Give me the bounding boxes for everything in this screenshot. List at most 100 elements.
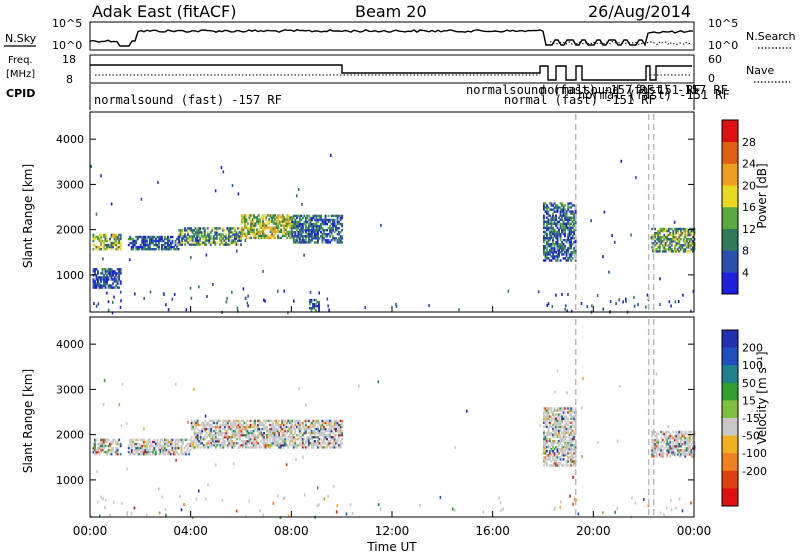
power-cell [573,214,576,217]
velocity-cell [562,450,565,453]
power-cell [200,241,203,244]
power-cell [127,237,130,241]
power-cell [555,210,557,213]
velocity-cell [312,429,315,433]
velocity-speck [499,501,502,505]
velocity-colorbar-tick-label: -200 [742,465,767,478]
velocity-cell [556,458,559,461]
velocity-cell [321,421,324,425]
velocity-cell [689,445,691,448]
power-cell [103,243,105,247]
power-cell [119,270,122,273]
power-cell [281,214,284,217]
power-cell [667,246,670,249]
velocity-cell [312,444,315,447]
velocity-cell [544,452,547,455]
power-cell [178,233,180,236]
power-speck [650,236,653,240]
power-cell [550,245,553,248]
power-cell [145,248,148,251]
power-cell [678,250,681,253]
power-cell [313,298,316,302]
velocity-cell [552,417,554,420]
velocity-cell [690,449,693,452]
velocity-cell [156,444,159,448]
power-cell [115,239,118,243]
velocity-cell [673,445,676,448]
power-cell [666,240,669,243]
velocity-cell [220,444,223,447]
power-cell [284,226,287,229]
velocity-cell [232,434,235,437]
power-cell [110,248,113,251]
power-cell [100,241,102,245]
power-cell [555,206,557,209]
power-cell [257,232,260,235]
velocity-cell [136,450,139,454]
power-cell [191,237,194,240]
power-cell [235,243,238,246]
velocity-cell [276,421,279,425]
power-cell [558,251,560,254]
velocity-cell [270,419,273,423]
power-speck [690,309,692,313]
velocity-cell [100,438,102,442]
power-cell [190,237,193,240]
velocity-cell [672,430,675,434]
power-cell [271,234,274,237]
velocity-cell [571,460,574,463]
velocity-cell [116,442,119,446]
power-cell [294,235,297,238]
power-cell [318,218,321,222]
power-cell [223,243,226,246]
velocity-cell [284,444,287,447]
velocity-cell [655,436,658,440]
power-cell [141,245,144,249]
power-cell [290,236,293,240]
power-speck [119,305,122,309]
velocity-cell [208,431,211,435]
freq-tick-top: 18 [62,53,76,66]
power-cell [558,206,560,209]
power-cell [689,242,691,245]
power-cell [327,220,330,224]
power-cell [318,226,321,230]
velocity-cell [290,427,293,431]
power-cell [570,241,573,244]
velocity-cell [571,435,574,439]
velocity-cell [661,430,664,434]
velocity-cell [663,447,666,450]
velocity-cell [567,458,570,461]
power-cell [260,222,263,225]
power-cell [570,218,573,221]
velocity-cell [281,444,284,447]
velocity-cell [147,438,150,442]
velocity-cell [546,409,548,412]
velocity-cell [326,438,328,441]
velocity-cell [245,434,247,437]
velocity-cell [136,446,139,450]
time-tick-label: 08:00 [274,524,309,538]
power-cell [232,227,235,230]
power-cell [312,235,315,238]
velocity-cell [329,419,331,423]
velocity-cell [290,423,293,427]
velocity-cell [567,431,570,435]
power-cell [284,218,287,221]
velocity-cell [559,415,562,418]
velocity-speck [498,496,500,500]
velocity-cell [196,446,199,449]
power-cell [313,305,316,308]
velocity-cell [303,427,306,431]
power-cell [271,228,274,231]
velocity-cell [130,450,133,454]
power-cell [98,284,101,287]
velocity-cell [321,425,324,429]
power-cell [104,235,107,239]
power-cell [315,303,317,306]
velocity-cell [317,440,319,443]
power-cell [110,268,113,271]
power-cell [555,204,557,207]
velocity-cell [335,442,337,445]
power-cell [544,257,547,260]
